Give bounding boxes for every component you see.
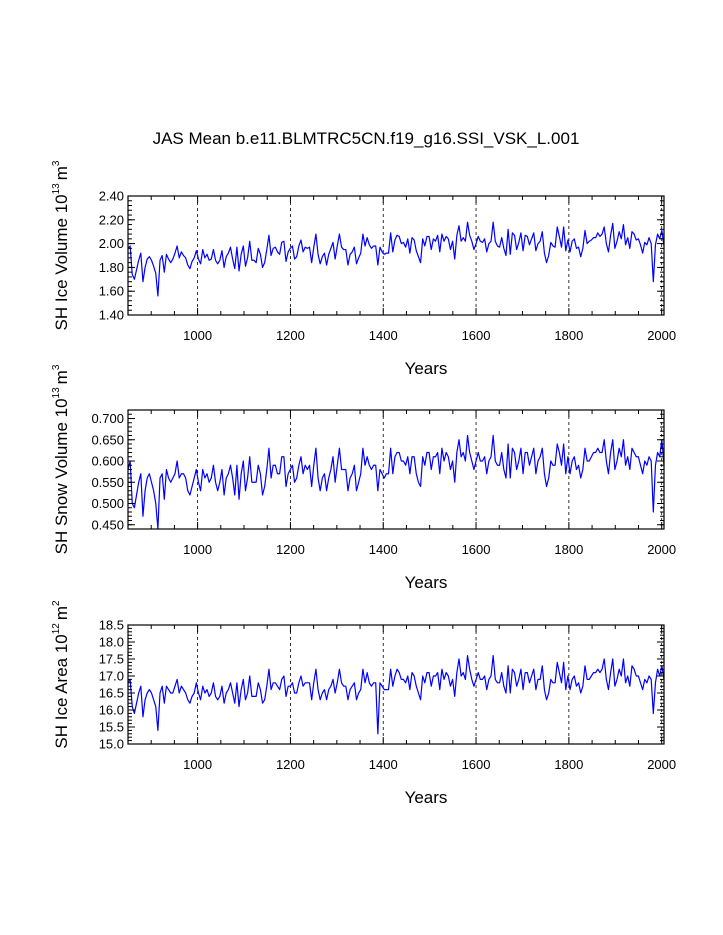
x-tick-label: 1600: [462, 542, 491, 557]
y-axis-label-unit: m: [52, 166, 71, 180]
chart-panels: 1000 1200 1400 1600 1800 2000 1.40 1.60 1.80 2.00…: [51, 160, 676, 807]
y-axis-label-unit-exp: 2: [51, 600, 62, 606]
y-axis-label-unit-exp: 3: [51, 160, 62, 166]
x-tick-label: 1000: [183, 542, 212, 557]
y-tick-label: 1.40: [99, 308, 124, 323]
y-tick-label: 2.40: [99, 189, 124, 204]
panel-ice-volume: 1000 1200 1400 1600 1800 2000 1.40 1.60 1.80 2.00…: [51, 160, 676, 378]
y-axis-label-unit: m: [52, 370, 71, 384]
panel-snow-volume: 1000 1200 1400 1600 1800 2000 0.450 0.500 0.550 0…: [51, 364, 676, 592]
x-axis-label: Years: [405, 573, 448, 592]
y-tick-label: 18.5: [99, 618, 124, 633]
plot-frame: [127, 409, 665, 530]
x-tick-label: 1400: [369, 757, 398, 772]
x-tick-label: 1000: [183, 757, 212, 772]
y-tick-label: 0.650: [91, 432, 124, 447]
y-axis-label-text: SH Snow Volume 10: [52, 398, 71, 554]
y-tick-label: 17.0: [99, 669, 124, 684]
x-tick-label: 2000: [647, 542, 676, 557]
y-axis-label-unit-exp: 3: [51, 364, 62, 370]
x-tick-label: 1600: [462, 757, 491, 772]
x-axis-label: Years: [405, 788, 448, 807]
y-tick-label: 1.60: [99, 284, 124, 299]
y-axis-label-exp: 13: [51, 183, 62, 195]
x-tick-label: 1400: [369, 328, 398, 343]
chart-title: JAS Mean b.e11.BLMTRC5CN.f19_g16.SSI_VSK…: [153, 129, 580, 148]
x-axis-label: Years: [405, 359, 448, 378]
y-axis-label: SH Snow Volume 1013 m3: [51, 364, 71, 554]
y-axis-label-text: SH Ice Volume 10: [52, 194, 71, 330]
x-tick-label: 1400: [369, 542, 398, 557]
y-axis-label-exp: 12: [51, 623, 62, 635]
series-line-snow-volume: [127, 434, 665, 530]
panel-ice-area: 1000 1200 1400 1600 1800 2000 15.0 15.5 16.0 16.5…: [51, 600, 676, 807]
x-tick-label: 2000: [647, 328, 676, 343]
series-line-ice-volume: [127, 221, 665, 297]
x-tick-label: 1200: [276, 328, 305, 343]
x-tick-label: 2000: [647, 757, 676, 772]
y-axis-label-text: SH Ice Area 10: [52, 634, 71, 748]
y-tick-label: 1.80: [99, 260, 124, 275]
y-tick-label: 15.5: [99, 720, 124, 735]
y-axis-label: SH Ice Area 1012 m2: [51, 600, 71, 749]
y-tick-label: 0.550: [91, 475, 124, 490]
x-tick-label: 1800: [554, 542, 583, 557]
x-tick-label: 1800: [554, 328, 583, 343]
x-tick-label: 1600: [462, 328, 491, 343]
y-axis-label: SH Ice Volume 1013 m3: [51, 160, 71, 330]
x-tick-label: 1200: [276, 757, 305, 772]
y-tick-label: 16.5: [99, 686, 124, 701]
y-tick-label: 0.450: [91, 517, 124, 532]
y-tick-label: 16.0: [99, 703, 124, 718]
x-tick-label: 1200: [276, 542, 305, 557]
y-tick-label: 17.5: [99, 652, 124, 667]
x-tick-label: 1800: [554, 757, 583, 772]
y-tick-label: 15.0: [99, 737, 124, 752]
y-tick-label: 0.600: [91, 454, 124, 469]
x-tick-label: 1000: [183, 328, 212, 343]
y-tick-label: 0.500: [91, 496, 124, 511]
plot-frame: [127, 195, 665, 316]
y-tick-label: 2.00: [99, 236, 124, 251]
plot-frame: [127, 624, 665, 745]
y-axis-label-unit: m: [52, 606, 71, 620]
y-tick-label: 0.700: [91, 411, 124, 426]
y-tick-label: 18.0: [99, 635, 124, 650]
y-axis-label-exp: 13: [51, 387, 62, 399]
y-tick-label: 2.20: [99, 212, 124, 227]
series-line-ice-area: [127, 655, 665, 735]
